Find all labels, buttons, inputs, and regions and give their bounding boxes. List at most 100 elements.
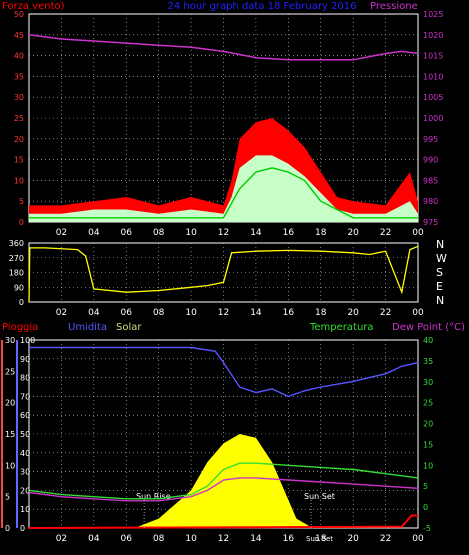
wind-x-tick-label: 22 [380,228,391,238]
direction-x-tick-label: 08 [153,308,165,318]
compass-e: E [436,280,443,293]
pressure-tick-label: 1000 [423,114,443,123]
direction-tick-label: 0 [19,298,24,307]
humidity-tick-label: 40 [20,449,30,458]
wind-x-tick-label: 06 [121,228,133,238]
wind-axis-title: Forza vento) [2,1,65,12]
dewpoint-tick-label: 0 [423,503,428,512]
pressure-tick-label: 1010 [423,72,443,81]
temp-x-tick-label: 20 [347,534,359,544]
sun-set-label: Sun Set [304,492,335,501]
wind-x-tick-label: 02 [56,228,67,238]
wind-x-tick-label: 10 [185,228,197,238]
compass-s: S [436,266,443,279]
dewpoint-line [28,477,419,502]
humidity-tick-label: 20 [20,486,30,495]
pressure-tick-label: 990 [423,156,438,165]
dewpoint-tick-label: 10 [423,461,433,470]
temp-x-tick-label: 16 [283,534,295,544]
direction-x-tick-label: 02 [56,308,67,318]
humidity-axis-title: Umidita [68,322,107,333]
direction-tick-label: 360 [9,239,24,248]
rain-axis-title: Pioggia [2,322,38,333]
dewpoint-tick-label: 20 [423,420,433,429]
chart-title: 24 hour graph data 18 February 2016 [168,1,357,12]
humidity-line [29,346,419,398]
compass-n-bottom: N [436,294,444,307]
pressure-tick-label: 995 [423,135,438,144]
wind-x-tick-label: 04 [88,228,100,238]
temp-x-tick-label: 00 [412,534,424,544]
humidity-tick-label: 70 [20,392,30,401]
temp-x-tick-label: 22 [380,534,391,544]
humidity-tick-label: 30 [20,468,30,477]
pressure-tick-label: 1025 [423,10,443,19]
direction-x-tick-label: 22 [380,308,391,318]
direction-tick-label: 270 [9,254,24,263]
humidity-tick-label: 50 [20,430,30,439]
direction-tick-label: 180 [9,269,24,278]
direction-x-tick-label: 00 [412,308,424,318]
sun-rise-label: Sun Rise [136,492,171,501]
temp-x-tick-label: 10 [185,534,197,544]
direction-x-tick-label: 12 [218,308,229,318]
rain-tick-label: 25 [5,367,15,376]
humidity-axis-bar [16,340,18,528]
direction-x-tick-label: 20 [347,308,359,318]
wind-x-tick-label: 14 [250,228,262,238]
wind-x-tick-label: 08 [153,228,165,238]
dewpoint-tick-label: 30 [423,378,433,387]
wind-tick-label: 10 [14,176,24,185]
compass-w: W [436,252,447,265]
pressure-tick-label: 1015 [423,52,443,61]
pressure-tick-label: 1005 [423,93,443,102]
direction-x-tick-label: 10 [185,308,197,318]
humidity-tick-label: 0 [20,524,25,533]
wind-tick-label: 5 [19,197,24,206]
dewpoint-tick-label: -5 [423,524,431,533]
pressure-axis-title: Pressione [370,1,418,12]
humidity-tick-label: 10 [20,505,30,514]
humidity-tick-label: 100 [20,336,35,345]
temp-x-tick-label: 14 [250,534,262,544]
temperature-axis-title: Temperatura [309,322,374,333]
temperature-line [28,462,419,500]
rain-tick-label: 15 [5,430,15,439]
direction-x-tick-label: 16 [283,308,295,318]
humidity-tick-label: 80 [20,374,30,383]
temp-x-tick-label: 18 [315,534,327,544]
wind-tick-label: 0 [19,218,24,227]
wind-x-tick-label: 16 [283,228,295,238]
wind-tick-label: 40 [14,52,24,61]
wind-tick-label: 35 [14,72,24,81]
rain-tick-label: 30 [5,336,15,345]
pressure-line [28,34,419,61]
wind-tick-label: 45 [14,31,24,40]
pressure-tick-label: 985 [423,176,438,185]
sun-set-label-bottom: Sun Set [306,535,333,543]
dewpoint-tick-label: 5 [423,482,428,491]
rain-tick-label: 10 [5,461,15,470]
temp-x-tick-label: 06 [121,534,133,544]
wind-tick-label: 15 [14,156,24,165]
pressure-tick-label: 1020 [423,31,443,40]
wind-tick-label: 20 [14,135,24,144]
pressure-tick-label: 975 [423,218,438,227]
solar-axis-title: Solar [116,322,142,333]
wind-x-tick-label: 20 [347,228,359,238]
pressure-tick-label: 980 [423,197,438,206]
temp-x-tick-label: 04 [88,534,100,544]
direction-tick-label: 90 [14,283,24,292]
direction-line [28,245,419,303]
rain-tick-label: 0 [5,524,10,533]
direction-x-tick-label: 14 [250,308,262,318]
wind-x-tick-label: 12 [218,228,229,238]
rain-tick-label: 5 [5,493,10,502]
direction-x-tick-label: 06 [121,308,133,318]
solar-area [134,434,313,528]
temp-x-tick-label: 02 [56,534,67,544]
dewpoint-tick-label: 40 [423,336,433,345]
dewpoint-tick-label: 15 [423,440,433,449]
dewpoint-tick-label: 35 [423,357,433,366]
